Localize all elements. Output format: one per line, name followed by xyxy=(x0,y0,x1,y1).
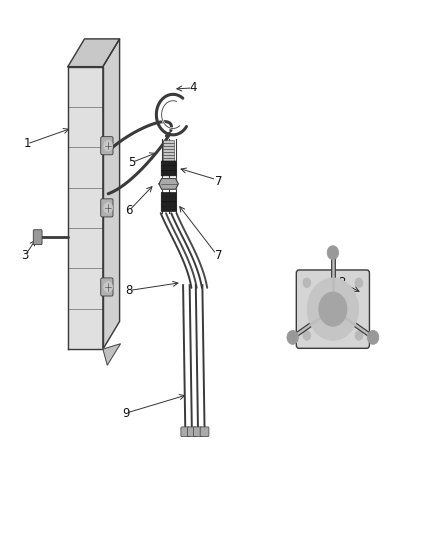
Circle shape xyxy=(307,278,358,340)
FancyBboxPatch shape xyxy=(161,192,176,197)
FancyBboxPatch shape xyxy=(163,152,174,155)
FancyBboxPatch shape xyxy=(163,143,174,146)
FancyBboxPatch shape xyxy=(161,166,176,171)
FancyBboxPatch shape xyxy=(296,270,370,349)
FancyBboxPatch shape xyxy=(181,427,190,437)
Polygon shape xyxy=(159,179,178,189)
FancyBboxPatch shape xyxy=(101,136,113,155)
Text: 7: 7 xyxy=(215,249,223,262)
Circle shape xyxy=(355,278,363,288)
Text: 7: 7 xyxy=(215,175,223,188)
Circle shape xyxy=(327,246,339,260)
FancyBboxPatch shape xyxy=(163,146,174,149)
FancyBboxPatch shape xyxy=(33,230,42,245)
FancyBboxPatch shape xyxy=(161,202,176,207)
FancyBboxPatch shape xyxy=(163,158,174,161)
FancyBboxPatch shape xyxy=(161,207,176,212)
Polygon shape xyxy=(103,344,120,365)
Circle shape xyxy=(319,292,347,326)
FancyBboxPatch shape xyxy=(163,155,174,158)
FancyBboxPatch shape xyxy=(161,197,176,202)
Text: 5: 5 xyxy=(128,156,135,169)
Text: 4: 4 xyxy=(189,82,197,94)
Text: 1: 1 xyxy=(23,138,31,150)
FancyBboxPatch shape xyxy=(163,149,174,152)
FancyBboxPatch shape xyxy=(194,427,202,437)
Circle shape xyxy=(104,203,113,213)
Text: 2: 2 xyxy=(338,276,346,289)
Circle shape xyxy=(303,278,311,288)
FancyBboxPatch shape xyxy=(187,427,196,437)
Text: 9: 9 xyxy=(122,407,130,419)
Polygon shape xyxy=(68,67,103,349)
Circle shape xyxy=(367,330,379,344)
Circle shape xyxy=(355,330,363,341)
Polygon shape xyxy=(68,39,120,67)
Text: 3: 3 xyxy=(21,249,28,262)
FancyBboxPatch shape xyxy=(200,427,209,437)
Text: 8: 8 xyxy=(126,284,133,297)
Circle shape xyxy=(104,140,113,151)
FancyBboxPatch shape xyxy=(161,171,176,176)
Circle shape xyxy=(287,330,298,344)
FancyBboxPatch shape xyxy=(161,161,176,166)
FancyBboxPatch shape xyxy=(101,278,113,296)
Text: 6: 6 xyxy=(125,204,133,217)
FancyBboxPatch shape xyxy=(101,199,113,217)
Circle shape xyxy=(303,330,311,341)
Circle shape xyxy=(104,281,113,292)
Polygon shape xyxy=(103,39,120,349)
FancyBboxPatch shape xyxy=(163,140,174,143)
